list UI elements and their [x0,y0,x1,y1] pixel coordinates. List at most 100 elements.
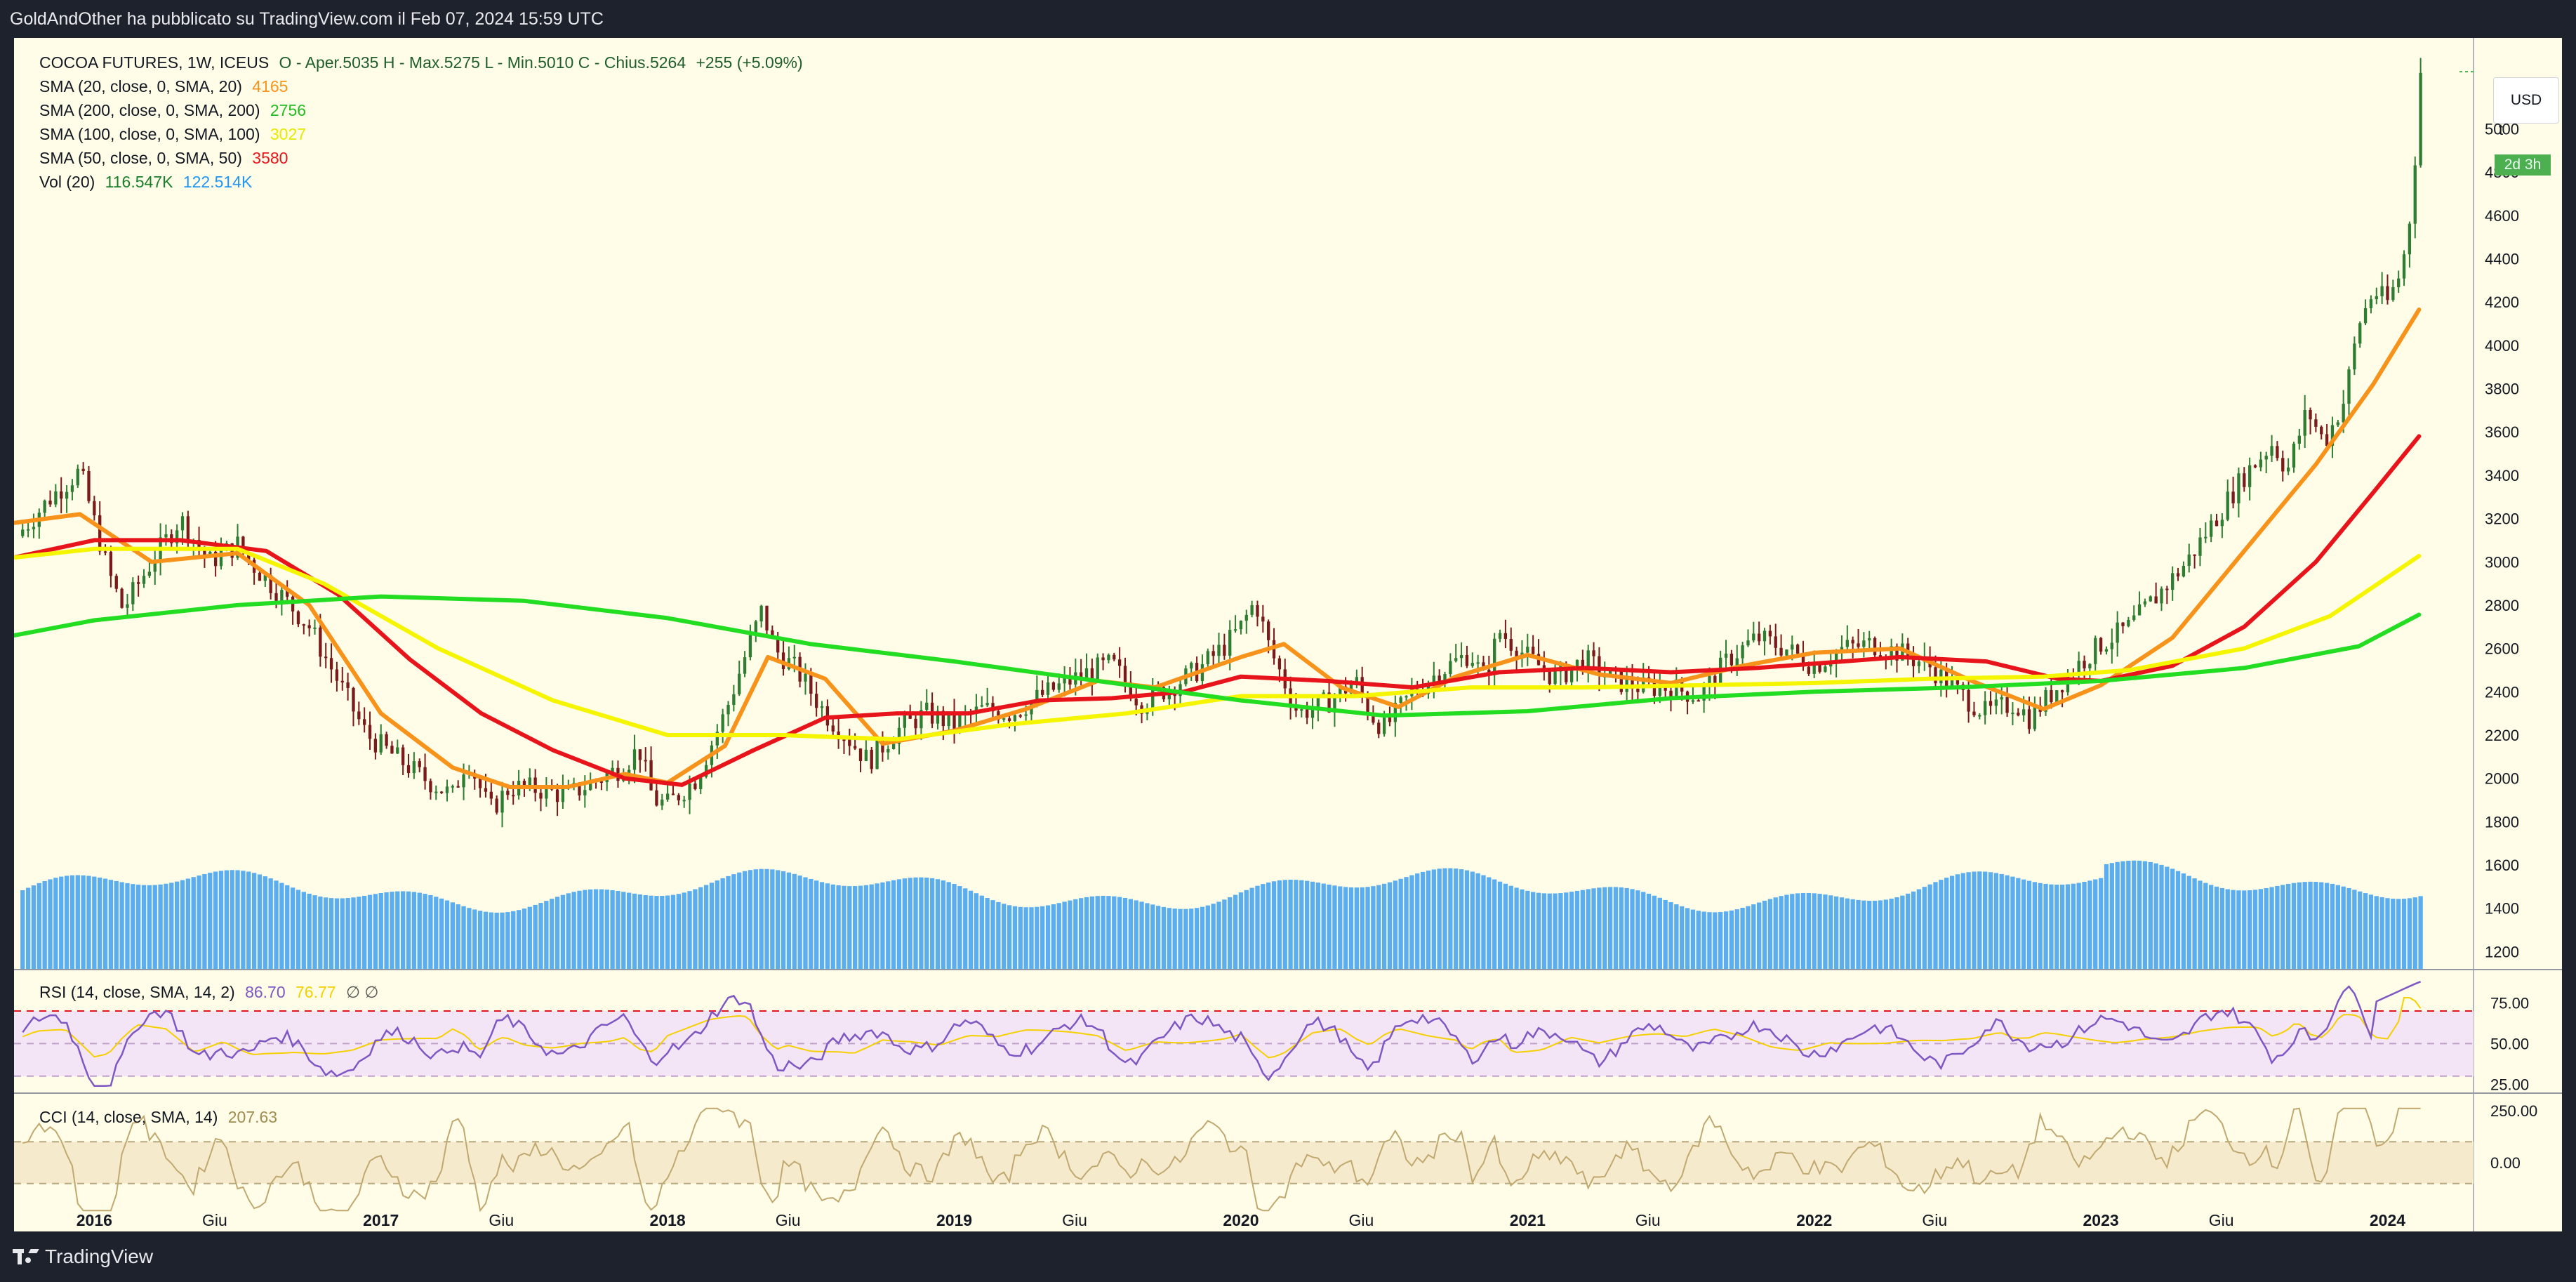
candle-body [1002,718,1006,720]
volume-bar [59,876,64,969]
unit-label[interactable]: t [2499,121,2504,138]
volume-bar [1068,900,1073,969]
volume-bar [494,912,499,969]
candle-body [2375,296,2378,300]
volume-bar [1652,895,1657,969]
candle-body [2259,459,2263,468]
candle-body [1575,659,1579,668]
sma20-legend[interactable]: SMA (20, close, 0, SMA, 20) 4165 [39,77,288,96]
sma200-legend[interactable]: SMA (200, close, 0, SMA, 200) 2756 [39,101,306,120]
volume-bar [1646,893,1652,969]
volume-bar [886,881,891,969]
volume-bar [963,888,968,969]
volume-bar [2010,876,2015,969]
volume-bar [1817,894,1822,969]
candle-body [1729,654,1734,666]
candle-body [451,786,454,788]
volume-bar [208,873,213,969]
volume-bar [2120,861,2125,969]
candle-body [1228,630,1232,656]
candle-body [2320,426,2323,435]
candle-body [1829,663,1833,667]
volume-bar [230,870,234,969]
price-tick-label: 4600 [2485,207,2519,225]
chart-canvas[interactable]: 1200 1400 1600 1800 2000 2200 2400 2600 2800 3000… [14,38,2562,1231]
volume-bar [472,909,477,969]
volume-bar [836,885,841,969]
cci-legend[interactable]: CCI (14, close, SMA, 14) 207.63 [39,1108,277,1127]
candle-body [263,575,267,581]
chart-panel[interactable]: 1200 1400 1600 1800 2000 2200 2400 2600 2800 3000… [14,38,2562,1231]
candle-body [2413,165,2417,224]
candle-body [286,590,289,597]
volume-bar [2049,884,2054,969]
candle-body [280,590,284,602]
candle-body [335,669,339,681]
candle-body [2154,596,2158,604]
candle-body [804,673,807,682]
volume-bar [1288,879,1293,969]
volume-bar [1635,890,1640,969]
volume-bar [1751,904,1756,969]
candle-body [1123,666,1127,682]
volume-bar [2137,860,2142,969]
volume-bar [1988,872,1993,969]
sma100-legend[interactable]: SMA (100, close, 0, SMA, 100) 3027 [39,125,306,144]
candle-body [1134,699,1138,706]
candle-body [1244,614,1248,621]
time-tick-label: 2024 [2370,1211,2405,1229]
volume-bar [1696,911,1701,969]
volume-bar [2335,885,2340,969]
volume-bar [830,884,835,969]
candle-body [903,715,907,728]
candle-body [1752,633,1755,641]
volume-bar [1365,887,1370,969]
volume-bar [218,871,224,969]
candle-body [1592,650,1595,656]
candle-body [2276,446,2279,458]
rsi-tick-label: 25.00 [2490,1076,2529,1093]
volume-bar [1387,882,1393,969]
volume-bar [285,885,290,969]
candle-body [2330,425,2335,446]
volume-bar [20,890,25,969]
volume-bar [2330,883,2335,969]
volume-bar [1035,906,1040,969]
volume-bar [1933,882,1938,969]
candle-body [2033,705,2037,729]
volume-bar [1784,894,1789,969]
volume-bar [2181,873,2186,969]
candle-body [2292,443,2296,468]
candle-body [1117,659,1122,666]
candle-body [2226,491,2229,520]
symbol-legend[interactable]: COCOA FUTURES, 1W, ICEUS O - Aper.5035 H… [39,53,803,72]
currency-button[interactable]: USD [2493,77,2559,124]
volume-bar [538,903,543,969]
volume-bar [2026,880,2032,969]
candle-body [1129,682,1133,699]
tradingview-logo[interactable]: TradingView [13,1245,153,1268]
volume-legend[interactable]: Vol (20) 116.547K 122.514K [39,173,252,192]
volume-bar [626,892,632,969]
volume-bar [1619,887,1624,969]
volume-bar [378,893,383,969]
candle-body [2231,491,2235,503]
candle-body [1762,630,1767,642]
rsi-legend[interactable]: RSI (14, close, SMA, 14, 2) 86.70 76.77 … [39,983,378,1002]
candle-body [2011,713,2014,715]
candle-body [2127,619,2130,626]
candle-body [2160,588,2163,604]
candle-body [65,491,69,499]
volume-bar [1084,897,1089,969]
candle-body [329,658,333,670]
volume-bar [1023,907,1028,969]
volume-bar [483,911,489,969]
candle-body [528,777,531,786]
volume-bar [781,871,786,969]
publisher-text: GoldAndOther ha pubblicato su TradingVie… [10,9,604,29]
sma50-legend[interactable]: SMA (50, close, 0, SMA, 50) 3580 [39,149,288,168]
sma100-value: 3027 [270,125,307,143]
volume-bar [2231,890,2236,969]
volume-bar [1145,903,1150,969]
volume-bar [1514,887,1519,969]
